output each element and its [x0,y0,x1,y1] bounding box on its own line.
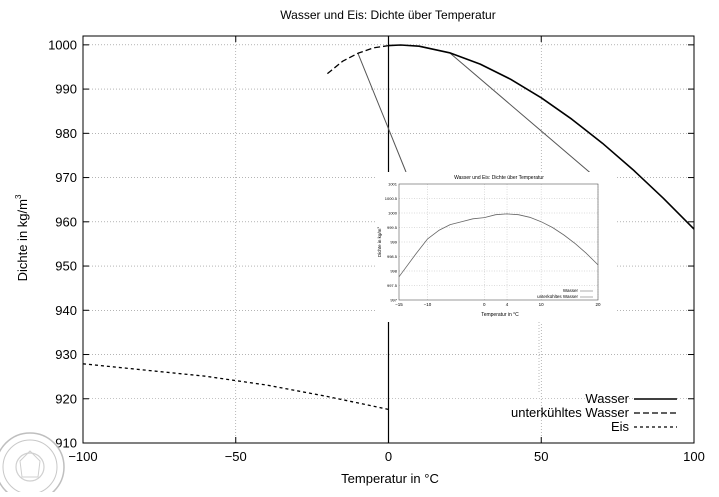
zoom-connectors [357,52,595,392]
y-tick-label: 910 [55,436,77,451]
y-tick-label: 1000 [48,37,77,52]
inset-ticks: −15 −10 0 4 10 20 997 997.5 998 998.5 999 999.5 1000… [385,182,601,308]
zoom-connector-right [449,52,595,177]
inset-chart: Wasser und Eis: Dichte über Temperatur −… [375,172,615,322]
inset-legend-label-unterkuehltes-wasser: unterkühltes Wasser [537,294,578,299]
x-tick-label: −100 [68,449,97,464]
y-tick-label: 920 [55,391,77,406]
x-tick-label: 100 [683,449,705,464]
inset-series-line-0 [484,213,599,266]
main-series [82,44,695,411]
inset-x-tick-label: 20 [595,302,601,307]
series-line-0 [388,44,695,230]
y-tick-label: 960 [55,214,77,229]
main-plot-frame [82,35,695,444]
inset-legend: Wasser unterkühltes Wasser [537,288,593,299]
zoom-connector-left [357,53,407,173]
inset-x-tick-label: 4 [506,302,509,307]
inset-series [398,213,599,278]
inset-x-tick-label: 10 [539,302,545,307]
inset-background [375,172,615,322]
inset-y-axis-label: Dichte in kg/m3 [376,227,382,258]
y-tick-label: 970 [55,170,77,185]
inset-y-axis-label-sup: 3 [376,227,380,229]
inset-title: Wasser und Eis: Dichte über Temperatur [454,175,544,181]
inset-y-axis-label-main: Dichte in kg/m [377,228,382,257]
inset-y-tick-label: 998.5 [387,254,398,259]
inset-series-line-1 [398,217,485,278]
inset-y-tick-label: 999.5 [387,225,398,230]
inset-y-tick-label: 997.5 [387,283,398,288]
chart-title: Wasser und Eis: Dichte über Temperatur [280,8,495,22]
inset-y-tick-label: 998 [390,269,397,274]
legend-entry-unterkuehltes-wasser: unterkühltes Wasser [511,405,677,420]
x-tick-label: 0 [385,449,392,464]
x-tick-label: 50 [534,449,548,464]
legend-label-unterkuehltes-wasser: unterkühltes Wasser [511,405,630,420]
y-tick-label: 990 [55,82,77,97]
legend-label-wasser: Wasser [585,391,629,406]
inset-y-tick-label: 1000 [388,211,398,216]
inset-y-tick-label: 1000.5 [385,196,398,201]
y-axis-label-main: Dichte in kg/m [15,199,30,281]
inset-plot-frame [398,183,599,301]
series-line-1 [326,44,389,75]
inset-x-tick-label: −10 [424,302,432,307]
legend-entry-eis: Eis [611,419,677,434]
y-axis-label-sup: 3 [14,194,23,199]
inset-y-tick-label: 1001 [388,182,398,187]
y-tick-label: 930 [55,347,77,362]
legend-label-eis: Eis [611,419,630,434]
main-legend: Wasser unterkühltes Wasser Eis [511,391,677,434]
y-tick-label: 940 [55,303,77,318]
inset-x-tick-label: −15 [395,302,403,307]
y-tick-label: 980 [55,126,77,141]
inset-x-tick-label: 0 [483,302,486,307]
inset-legend-label-wasser: Wasser [563,288,579,293]
y-axis-label: Dichte in kg/m3 [14,194,30,281]
legend-entry-wasser: Wasser [585,391,677,406]
y-tick-label: 950 [55,259,77,274]
inset-y-tick-label: 999 [390,240,397,245]
inset-y-tick-label: 997 [390,298,397,303]
inset-x-axis-label: Temperatur in °C [481,312,519,318]
x-axis-label: Temperatur in °C [341,471,439,486]
x-tick-label: −50 [225,449,247,464]
